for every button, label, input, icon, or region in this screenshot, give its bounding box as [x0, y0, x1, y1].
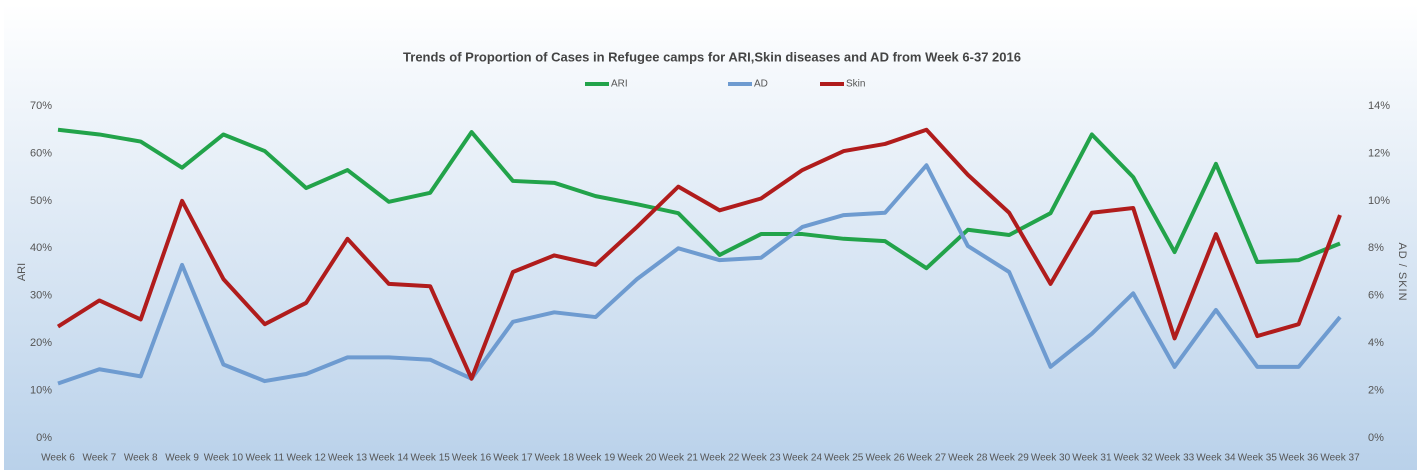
series-line [57, 163, 1342, 386]
legend-label: ARI [611, 79, 628, 90]
x-tick-label: Week 34 [1196, 453, 1236, 464]
y-tick-label: 70% [30, 100, 52, 112]
y-tick-label: 40% [30, 242, 52, 254]
x-tick-label: Week 16 [452, 453, 492, 464]
y2-tick-label: 10% [1368, 195, 1390, 207]
y2-tick-label: 0% [1368, 432, 1384, 444]
series-line [57, 127, 1341, 271]
x-tick-label: Week 7 [82, 453, 116, 464]
x-tick-label: Week 21 [659, 453, 699, 464]
y-tick-label: 50% [30, 195, 52, 207]
y-tick-label: 20% [30, 337, 52, 349]
y-tick-label: 10% [30, 384, 52, 396]
x-tick-label: Week 12 [286, 453, 326, 464]
x-tick-label: Week 36 [1279, 453, 1319, 464]
x-tick-label: Week 15 [411, 453, 451, 464]
x-tick-label: Week 20 [617, 453, 657, 464]
x-tick-label: Week 22 [700, 453, 740, 464]
y2-tick-label: 6% [1368, 290, 1384, 302]
x-tick-label: Week 35 [1238, 453, 1278, 464]
x-tick-label: Week 13 [328, 453, 368, 464]
y-tick-label: 60% [30, 147, 52, 159]
x-tick-label: Week 26 [865, 453, 905, 464]
x-tick-label: Week 24 [783, 453, 823, 464]
y2-tick-label: 8% [1368, 242, 1384, 254]
x-tick-label: Week 17 [493, 453, 533, 464]
x-tick-label: Week 29 [990, 453, 1030, 464]
y-tick-label: 30% [30, 290, 52, 302]
x-tick-label: Week 10 [204, 453, 244, 464]
x-tick-label: Week 32 [1114, 453, 1154, 464]
x-tick-label: Week 9 [165, 453, 199, 464]
x-tick-label: Week 31 [1072, 453, 1112, 464]
x-tick-label: Week 28 [948, 453, 988, 464]
x-tick-label: Week 25 [824, 453, 864, 464]
x-tick-label: Week 27 [907, 453, 947, 464]
y-tick-label: 0% [36, 432, 52, 444]
x-tick-label: Week 30 [1031, 453, 1071, 464]
legend-label: Skin [846, 79, 865, 90]
x-tick-label: Week 19 [576, 453, 616, 464]
x-tick-label: Week 18 [535, 453, 575, 464]
x-tick-label: Week 23 [741, 453, 781, 464]
series-line [56, 127, 1342, 381]
chart-background [4, 4, 1417, 470]
x-tick-label: Week 8 [124, 453, 158, 464]
x-tick-label: Week 37 [1320, 453, 1360, 464]
y-axis-label: ARI [16, 263, 28, 281]
x-tick-label: Week 11 [246, 453, 285, 464]
x-tick-label: Week 6 [41, 453, 75, 464]
y2-tick-label: 2% [1368, 384, 1384, 396]
y2-tick-label: 12% [1368, 147, 1390, 159]
x-tick-label: Week 33 [1155, 453, 1195, 464]
chart-title: Trends of Proportion of Cases in Refugee… [403, 49, 1021, 64]
y2-axis-label: AD / SKIN [1396, 242, 1408, 301]
y2-tick-label: 14% [1368, 100, 1390, 112]
x-tick-label: Week 14 [369, 453, 409, 464]
y2-tick-label: 4% [1368, 337, 1384, 349]
legend-label: AD [754, 79, 768, 90]
